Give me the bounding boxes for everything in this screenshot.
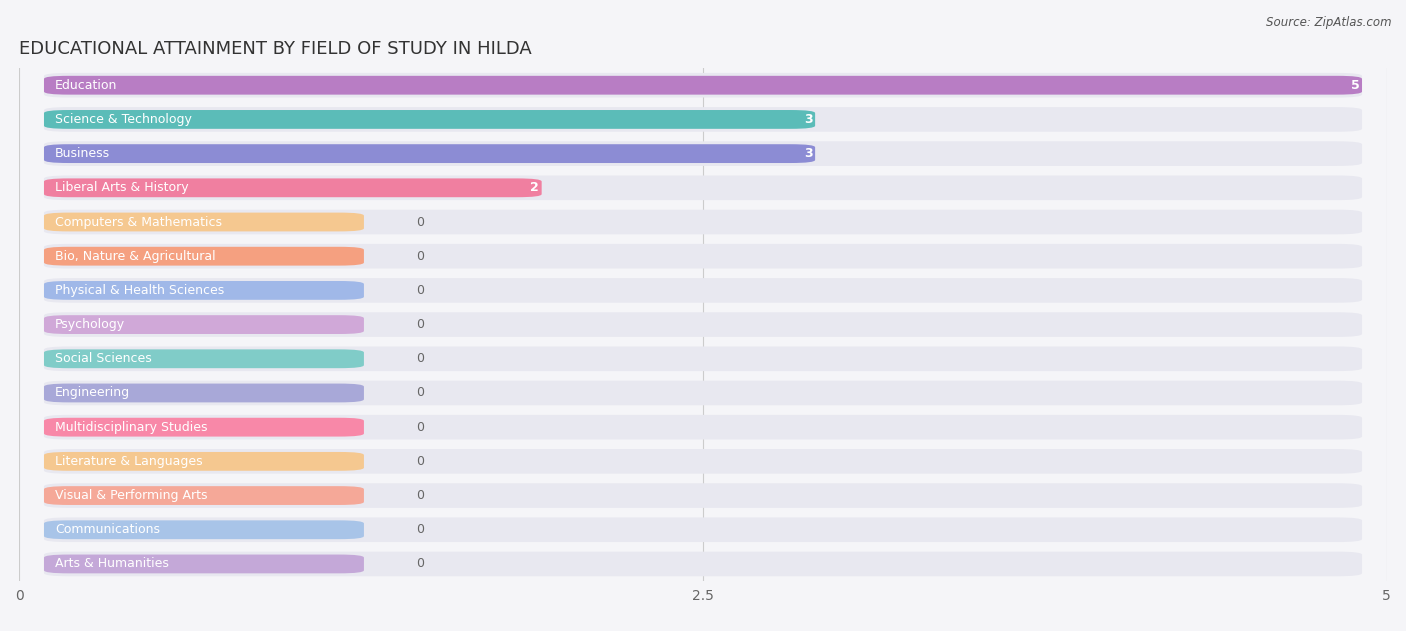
Text: 0: 0 bbox=[416, 455, 423, 468]
Text: 0: 0 bbox=[416, 557, 423, 570]
Text: 0: 0 bbox=[416, 421, 423, 433]
Text: Visual & Performing Arts: Visual & Performing Arts bbox=[55, 489, 208, 502]
Text: Bio, Nature & Agricultural: Bio, Nature & Agricultural bbox=[55, 250, 215, 262]
FancyBboxPatch shape bbox=[44, 415, 1362, 439]
Text: 0: 0 bbox=[416, 489, 423, 502]
FancyBboxPatch shape bbox=[44, 179, 541, 198]
Text: 0: 0 bbox=[416, 352, 423, 365]
Text: Psychology: Psychology bbox=[55, 318, 125, 331]
Text: 0: 0 bbox=[416, 386, 423, 399]
FancyBboxPatch shape bbox=[44, 452, 364, 471]
Text: Education: Education bbox=[55, 79, 117, 91]
FancyBboxPatch shape bbox=[44, 76, 1362, 95]
Text: 0: 0 bbox=[416, 250, 423, 262]
FancyBboxPatch shape bbox=[44, 209, 1362, 234]
Text: 0: 0 bbox=[416, 318, 423, 331]
Text: 0: 0 bbox=[416, 523, 423, 536]
FancyBboxPatch shape bbox=[44, 384, 364, 403]
FancyBboxPatch shape bbox=[44, 555, 364, 574]
FancyBboxPatch shape bbox=[44, 486, 364, 505]
FancyBboxPatch shape bbox=[44, 107, 1362, 132]
Text: Literature & Languages: Literature & Languages bbox=[55, 455, 202, 468]
Text: 3: 3 bbox=[804, 113, 813, 126]
Text: Computers & Mathematics: Computers & Mathematics bbox=[55, 216, 222, 228]
FancyBboxPatch shape bbox=[44, 449, 1362, 474]
FancyBboxPatch shape bbox=[44, 247, 364, 266]
Text: Business: Business bbox=[55, 147, 110, 160]
FancyBboxPatch shape bbox=[44, 551, 1362, 576]
FancyBboxPatch shape bbox=[44, 312, 1362, 337]
FancyBboxPatch shape bbox=[44, 141, 1362, 166]
Text: Liberal Arts & History: Liberal Arts & History bbox=[55, 181, 188, 194]
FancyBboxPatch shape bbox=[44, 244, 1362, 269]
Text: 0: 0 bbox=[416, 216, 423, 228]
FancyBboxPatch shape bbox=[44, 315, 364, 334]
Text: Physical & Health Sciences: Physical & Health Sciences bbox=[55, 284, 224, 297]
FancyBboxPatch shape bbox=[44, 521, 364, 539]
FancyBboxPatch shape bbox=[44, 144, 815, 163]
FancyBboxPatch shape bbox=[44, 213, 364, 232]
FancyBboxPatch shape bbox=[44, 278, 1362, 303]
FancyBboxPatch shape bbox=[44, 346, 1362, 371]
FancyBboxPatch shape bbox=[44, 110, 815, 129]
FancyBboxPatch shape bbox=[44, 517, 1362, 542]
FancyBboxPatch shape bbox=[44, 175, 1362, 200]
Text: Engineering: Engineering bbox=[55, 386, 129, 399]
Text: Communications: Communications bbox=[55, 523, 160, 536]
FancyBboxPatch shape bbox=[44, 380, 1362, 405]
Text: EDUCATIONAL ATTAINMENT BY FIELD OF STUDY IN HILDA: EDUCATIONAL ATTAINMENT BY FIELD OF STUDY… bbox=[20, 40, 531, 58]
Text: Multidisciplinary Studies: Multidisciplinary Studies bbox=[55, 421, 208, 433]
Text: 0: 0 bbox=[416, 284, 423, 297]
FancyBboxPatch shape bbox=[44, 483, 1362, 508]
Text: Social Sciences: Social Sciences bbox=[55, 352, 152, 365]
FancyBboxPatch shape bbox=[44, 418, 364, 437]
FancyBboxPatch shape bbox=[44, 73, 1362, 98]
Text: 2: 2 bbox=[530, 181, 538, 194]
Text: Science & Technology: Science & Technology bbox=[55, 113, 191, 126]
FancyBboxPatch shape bbox=[44, 281, 364, 300]
FancyBboxPatch shape bbox=[44, 350, 364, 368]
Text: Arts & Humanities: Arts & Humanities bbox=[55, 557, 169, 570]
Text: Source: ZipAtlas.com: Source: ZipAtlas.com bbox=[1267, 16, 1392, 29]
Text: 3: 3 bbox=[804, 147, 813, 160]
Text: 5: 5 bbox=[1351, 79, 1360, 91]
